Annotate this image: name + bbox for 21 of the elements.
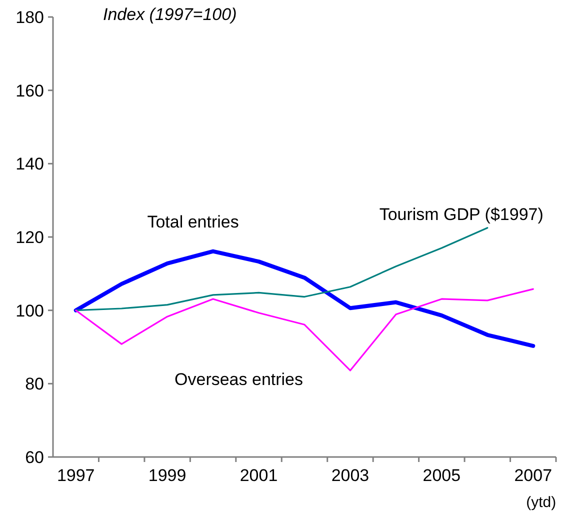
x-tick-label: 1999: [148, 466, 186, 485]
y-tick-label: 160: [16, 81, 44, 100]
text: (ytd): [526, 494, 556, 511]
x-tick-label: 2003: [331, 466, 370, 485]
series-label: Overseas entries: [174, 370, 304, 389]
series-label: Total entries: [147, 212, 239, 232]
y-tick-label: 120: [16, 228, 44, 247]
x-tick-label: 2005: [422, 466, 461, 485]
line-series: [74, 249, 536, 348]
line-series: [75, 227, 488, 312]
line-series: [75, 288, 534, 372]
y-tick-label: 140: [16, 154, 44, 174]
y-tick-label: 180: [16, 8, 44, 27]
x-tick-label: 2007: [514, 466, 552, 485]
y-tick-label: 60: [25, 448, 44, 467]
series-label: Tourism GDP ($1997): [379, 204, 544, 224]
y-tick-label: 100: [16, 301, 44, 320]
y-axis-title: Index (1997=100): [103, 5, 237, 24]
x-tick-label: 1997: [56, 466, 95, 485]
x-tick-label: 2001: [240, 466, 278, 485]
y-tick-label: 80: [25, 374, 44, 394]
